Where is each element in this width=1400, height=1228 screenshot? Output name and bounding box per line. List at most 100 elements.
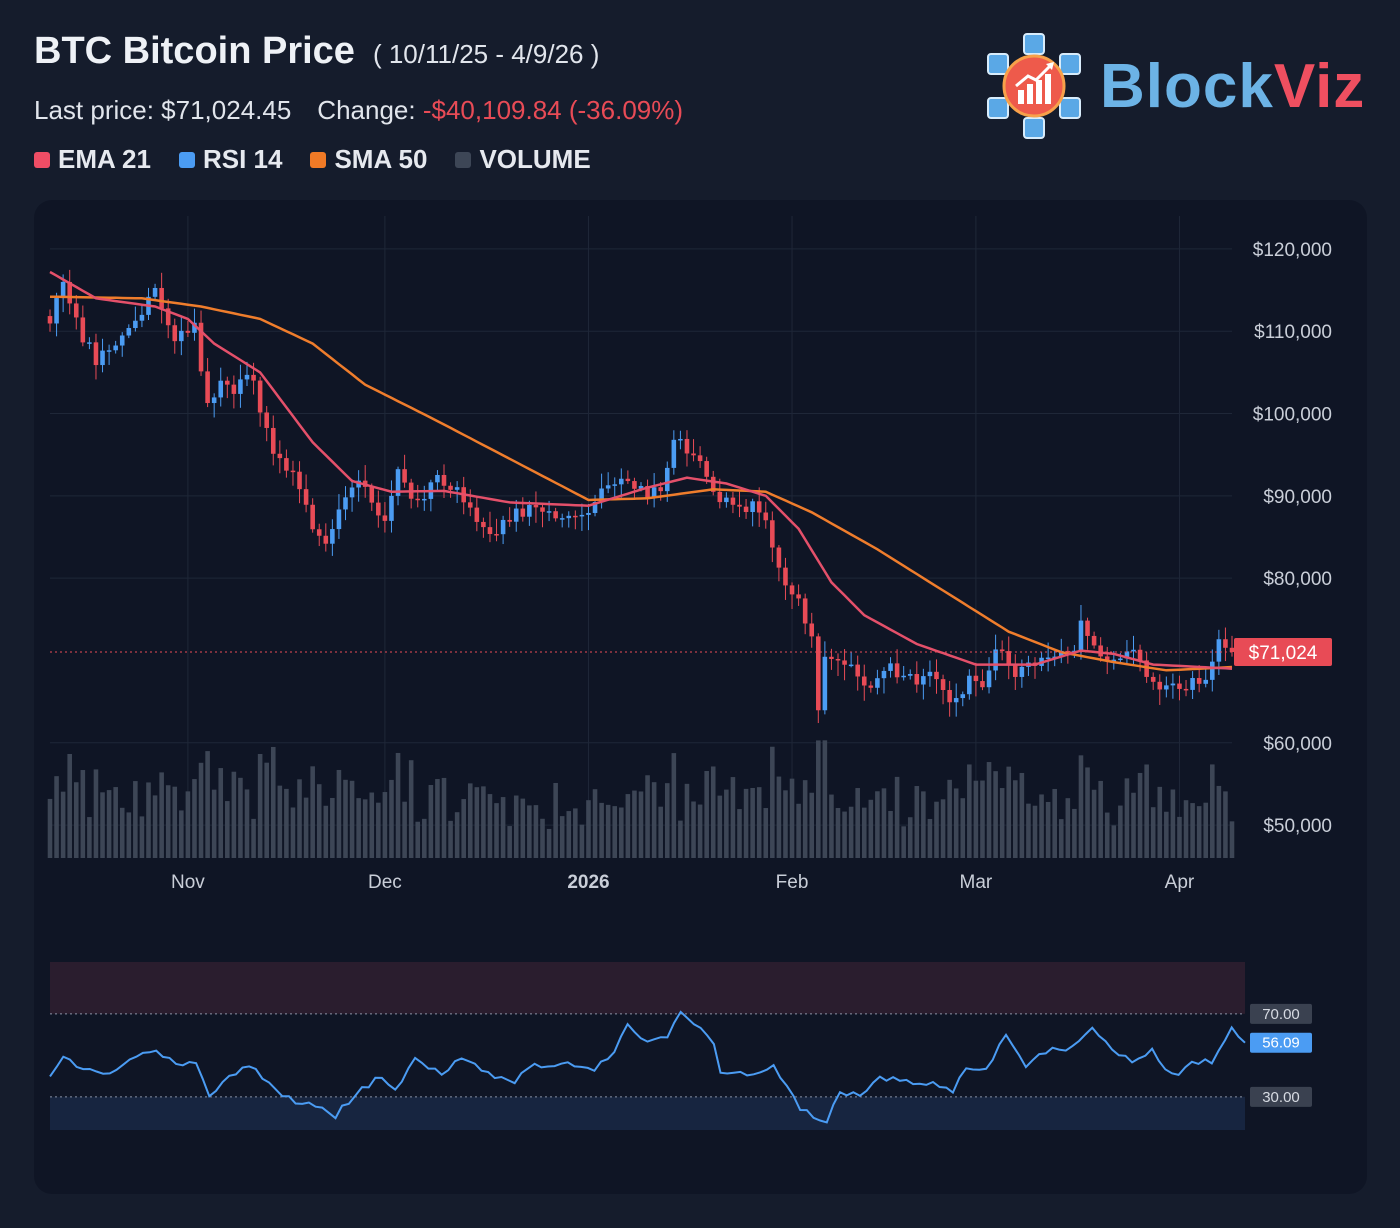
volume-bar-64: [467, 783, 473, 858]
candle-body-130: [901, 675, 906, 678]
candle-body-97: [684, 438, 690, 454]
candle-body-161: [1104, 656, 1110, 662]
volume-bar-178: [1216, 785, 1222, 858]
volume-bar-58: [428, 785, 434, 858]
volume-bar-144: [993, 771, 998, 858]
ema21-line: [49, 270, 1233, 670]
candle-body-101: [710, 476, 716, 492]
volume-bar-166: [1137, 772, 1143, 858]
volume-bar-88: [625, 794, 631, 858]
volume-bar-78: [559, 816, 565, 858]
candle-body-102: [717, 491, 723, 503]
candle-body-115: [802, 598, 808, 624]
last-price-tag-label: $71,024: [1249, 643, 1318, 664]
volume-bar-81: [579, 824, 585, 858]
volume-bar-152: [1045, 801, 1051, 858]
volume-bar-176: [1203, 802, 1209, 858]
volume-bar-168: [1150, 807, 1156, 858]
candle-body-78: [559, 518, 565, 520]
volume-bar-142: [980, 780, 985, 858]
candle-body-158: [1085, 620, 1090, 636]
volume-bar-115: [802, 780, 808, 858]
volume-bar-117: [816, 740, 821, 858]
candle-body-112: [783, 567, 788, 586]
volume-bar-94: [664, 783, 670, 858]
candle-body-138: [953, 698, 959, 703]
y-tick-label-5: $60,000: [1263, 734, 1332, 755]
candle-body-126: [875, 678, 880, 688]
volume-bar-82: [586, 800, 591, 858]
candle-body-43: [330, 529, 335, 544]
candle-body-179: [1223, 639, 1228, 648]
candle-body-174: [1190, 678, 1195, 690]
candle-body-95: [671, 439, 677, 468]
candle-body-79: [566, 515, 572, 519]
candle-body-137: [947, 690, 952, 703]
volume-bar-126: [875, 791, 880, 858]
candle-body-132: [914, 674, 920, 685]
volume-bar-9: [106, 790, 112, 858]
volume-bar-37: [290, 807, 296, 858]
legend-label-ema: EMA 21: [58, 144, 151, 174]
candle-body-56: [415, 498, 421, 501]
volume-bar-125: [868, 799, 874, 858]
candle-body-128: [888, 663, 893, 671]
volume-bar-175: [1196, 806, 1202, 858]
volume-bar-0: [47, 798, 53, 858]
candle-body-29: [238, 379, 243, 394]
candle-body-77: [553, 511, 558, 519]
volume-bar-98: [691, 801, 696, 858]
volume-bar-18: [165, 785, 171, 858]
volume-bar-69: [500, 797, 506, 858]
y-tick-label-1: $110,000: [1254, 322, 1332, 343]
candle-body-118: [822, 656, 828, 711]
volume-bar-87: [619, 807, 624, 858]
volume-bar-127: [881, 788, 887, 858]
volume-bar-159: [1091, 789, 1097, 858]
x-tick-label-1: Dec: [368, 872, 402, 893]
volume-bar-52: [389, 779, 394, 858]
candle-body-64: [467, 502, 473, 508]
volume-bar-146: [1006, 766, 1012, 858]
candle-body-57: [422, 498, 427, 501]
volume-bar-164: [1124, 778, 1130, 858]
candle-body-52: [389, 495, 394, 521]
volume-bar-55: [408, 760, 414, 858]
last-price: Last price: $71,024.45: [34, 95, 292, 125]
volume-bar-1: [54, 776, 59, 858]
volume-bar-62: [454, 812, 460, 858]
volume-bar-3: [67, 754, 72, 858]
candle-body-172: [1177, 683, 1182, 689]
candle-body-117: [816, 636, 821, 711]
brand-logo: BlockViz: [982, 30, 1365, 142]
candle-body-41: [316, 529, 322, 536]
volume-bar-141: [973, 780, 979, 858]
volume-bar-162: [1111, 825, 1117, 858]
candle-body-36: [284, 458, 289, 471]
candle-body-94: [664, 467, 670, 492]
volume-bar-120: [835, 807, 841, 858]
legend-label-volume: VOLUME: [479, 144, 591, 174]
chart-header: BTC Bitcoin Price ( 10/11/25 - 4/9/26 ) …: [34, 30, 934, 175]
candle-body-166: [1137, 649, 1143, 661]
candle-body-148: [1019, 666, 1025, 677]
candle-body-62: [454, 487, 460, 490]
volume-bar-121: [842, 811, 847, 858]
rsi-last-tag: [1250, 1032, 1312, 1053]
candle-body-67: [487, 527, 493, 535]
legend-swatch-rsi: [178, 151, 195, 168]
candle-body-154: [1058, 650, 1064, 657]
y-tick-label-2: $100,000: [1253, 405, 1332, 426]
volume-bar-10: [113, 787, 118, 858]
candle-body-120: [835, 658, 841, 661]
x-tick-label-4: Mar: [960, 872, 993, 893]
volume-bar-107: [750, 787, 755, 858]
legend-label-rsi: RSI 14: [202, 144, 283, 174]
title-row: BTC Bitcoin Price ( 10/11/25 - 4/9/26 ): [34, 30, 934, 73]
candle-body-99: [697, 455, 703, 462]
candle-body-170: [1164, 685, 1169, 690]
price-summary: Last price: $71,024.45 Change: -$40,109.…: [34, 95, 934, 126]
volume-bar-91: [645, 775, 650, 858]
volume-bar-148: [1019, 772, 1025, 858]
legend-swatch-ema: [34, 151, 50, 168]
